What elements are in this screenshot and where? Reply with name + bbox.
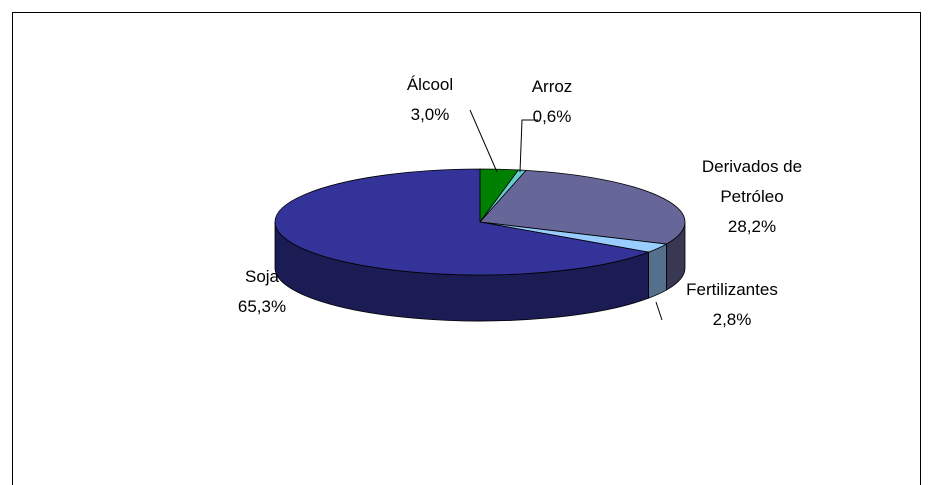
slice-label: Álcool 3,0% bbox=[355, 70, 505, 130]
category-label: Fertilizantes bbox=[686, 280, 778, 299]
slice-label: Derivados de Petróleo 28,2% bbox=[677, 152, 827, 242]
leader-line bbox=[469, 109, 498, 173]
category-label: Álcool bbox=[406, 75, 454, 94]
value-label: 28,2% bbox=[727, 217, 777, 236]
leader-line bbox=[655, 301, 663, 321]
pie-slice bbox=[274, 168, 651, 276]
pie bbox=[274, 168, 686, 322]
leader-line bbox=[519, 119, 538, 173]
value-label: 3,0% bbox=[410, 105, 450, 124]
slice-label: Arroz 0,6% bbox=[477, 72, 627, 132]
category-label: Arroz bbox=[531, 77, 573, 96]
slice-label: Fertilizantes 2,8% bbox=[657, 275, 807, 335]
value-label: 65,3% bbox=[237, 297, 287, 316]
slice-label: Soja 65,3% bbox=[187, 262, 337, 322]
category-label: Soja bbox=[244, 267, 280, 286]
category-label: Derivados de Petróleo bbox=[701, 157, 803, 206]
pie-slice bbox=[479, 169, 686, 245]
value-label: 2,8% bbox=[712, 310, 752, 329]
value-label: 0,6% bbox=[532, 107, 572, 126]
chart-frame bbox=[12, 12, 921, 485]
